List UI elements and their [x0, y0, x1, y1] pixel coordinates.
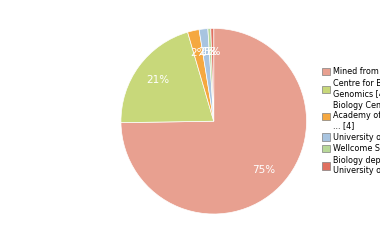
Wedge shape: [121, 32, 214, 123]
Text: 1%: 1%: [204, 47, 221, 57]
Wedge shape: [188, 30, 214, 121]
Wedge shape: [199, 29, 214, 121]
Text: 2%: 2%: [198, 47, 214, 57]
Wedge shape: [121, 28, 307, 214]
Legend: Mined from GenBank, NCBI [148], Centre for Biodiversity
Genomics [41], Biology C: Mined from GenBank, NCBI [148], Centre f…: [322, 67, 380, 175]
Wedge shape: [211, 28, 214, 121]
Text: 21%: 21%: [146, 75, 169, 85]
Text: 1%: 1%: [202, 47, 218, 57]
Text: 2%: 2%: [190, 48, 207, 58]
Text: 75%: 75%: [252, 165, 275, 175]
Wedge shape: [208, 28, 214, 121]
